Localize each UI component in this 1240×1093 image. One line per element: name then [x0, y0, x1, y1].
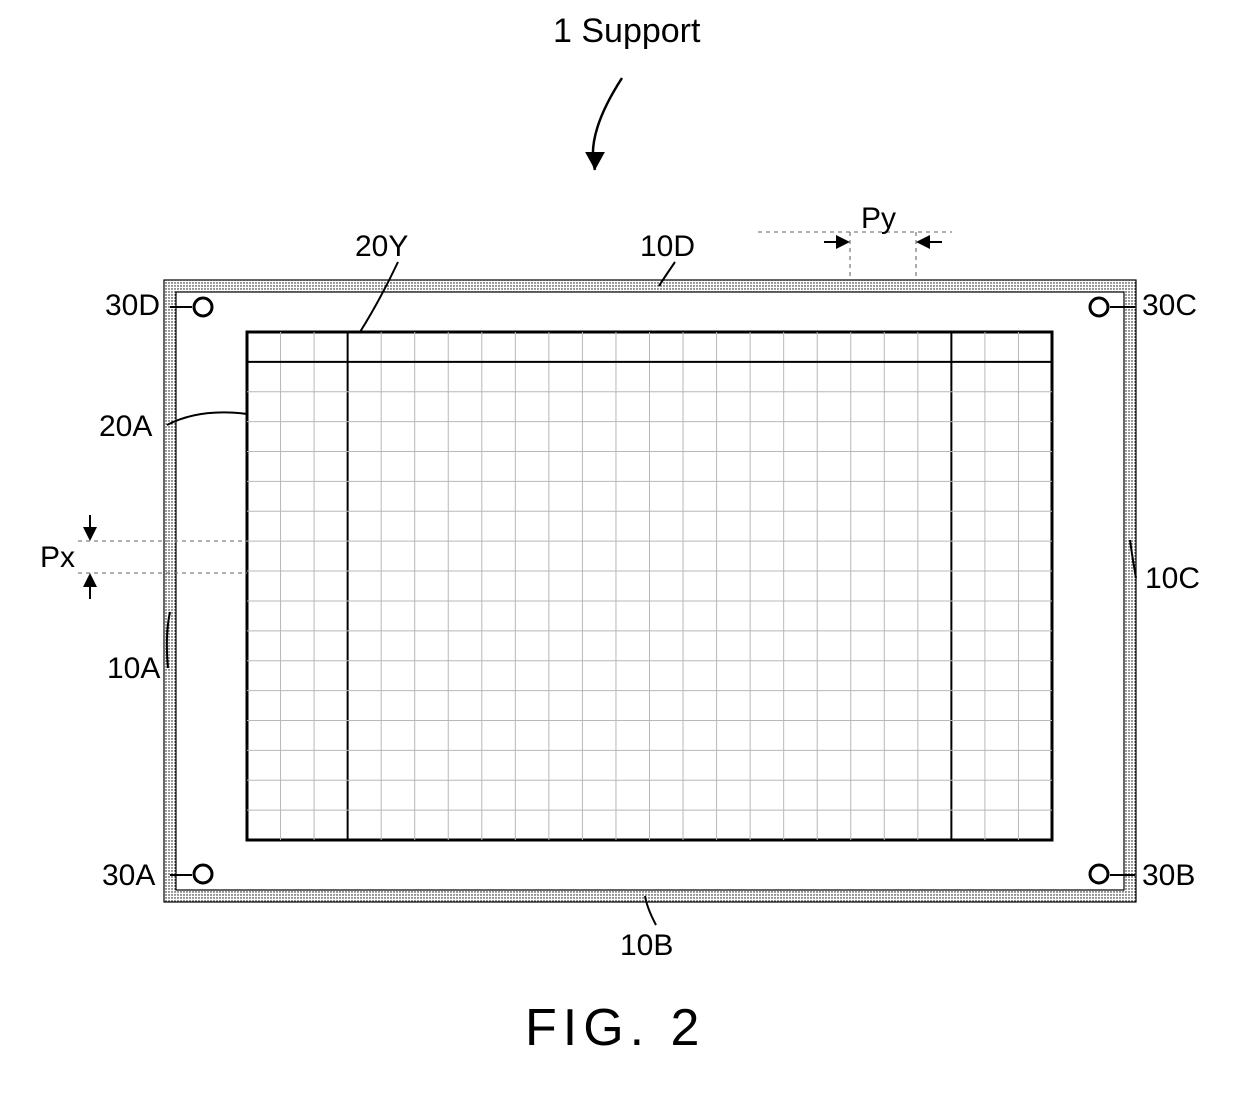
corner-30A — [194, 865, 212, 883]
label-10A: 10A — [107, 652, 160, 685]
figure-caption: FIG. 2 — [525, 999, 705, 1057]
label-Py: Py — [861, 202, 896, 235]
label-30D: 30D — [105, 289, 160, 322]
inner-grid — [247, 332, 1052, 840]
figure-svg: 1 Support 20Y 10D Py 30D 30C 20A Px 10C … — [0, 0, 1240, 1093]
20A-lead — [167, 412, 247, 425]
corner-30D — [194, 298, 212, 316]
corner-30C — [1090, 298, 1108, 316]
label-Px: Px — [40, 541, 75, 574]
label-30C: 30C — [1142, 289, 1197, 322]
label-20Y: 20Y — [355, 230, 408, 263]
corner-30B — [1090, 865, 1108, 883]
20Y-lead — [360, 262, 398, 332]
label-10B: 10B — [620, 929, 673, 962]
title-arrow — [585, 78, 622, 170]
title-top: 1 Support — [553, 12, 701, 50]
label-30A: 30A — [102, 859, 155, 892]
px-dimension — [78, 515, 247, 599]
label-30B: 30B — [1142, 859, 1195, 892]
py-dimension — [758, 232, 952, 286]
label-10D: 10D — [640, 230, 695, 263]
label-20A: 20A — [99, 410, 152, 443]
label-10C: 10C — [1145, 562, 1200, 595]
